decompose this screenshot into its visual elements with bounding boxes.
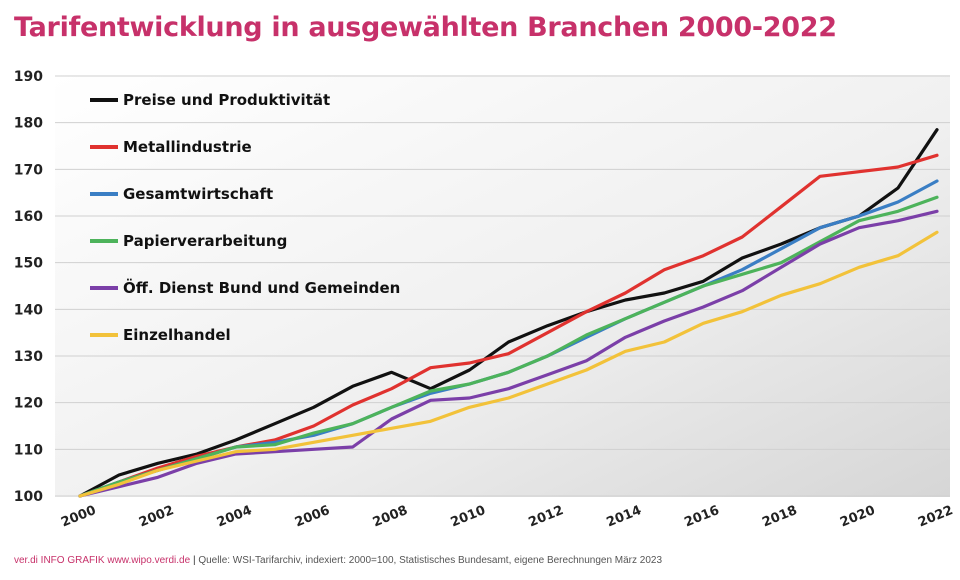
x-tick-label: 2014 xyxy=(604,503,643,530)
series-line-4 xyxy=(78,195,939,498)
legend-label-5: Öff. Dienst Bund und Gemeinden xyxy=(123,278,400,297)
x-tick-label: 2002 xyxy=(137,503,176,530)
x-tick-label: 2010 xyxy=(449,503,488,530)
series-line-6 xyxy=(78,230,939,498)
x-axis: 2000 2002 2004 2006 2008 2010 2012 2014 2016 2018… xyxy=(59,503,955,530)
legend-label-6: Einzelhandel xyxy=(123,326,231,344)
y-tick-label: 170 xyxy=(14,162,43,178)
y-tick-label: 100 xyxy=(14,489,43,505)
footer-separator: | xyxy=(192,555,199,566)
y-axis: 100 110 120 130 140 150 160 170 180 190 xyxy=(14,69,43,505)
footer-source: Quelle: WSI-Tarifarchiv, indexiert: 2000… xyxy=(198,555,663,566)
x-tick-label: 2008 xyxy=(371,503,410,530)
x-tick-label: 2006 xyxy=(293,503,332,530)
y-tick-label: 120 xyxy=(14,396,43,412)
y-tick-label: 150 xyxy=(14,256,43,272)
x-tick-label: 2022 xyxy=(916,503,955,530)
x-tick-label: 2018 xyxy=(760,503,799,530)
x-tick-label: 2016 xyxy=(682,503,721,530)
legend-label-4: Papierverarbeitung xyxy=(123,232,287,250)
series-line-1 xyxy=(78,128,939,498)
series-line-5 xyxy=(78,209,939,498)
y-tick-label: 140 xyxy=(14,302,43,318)
chart-title: Tarifentwicklung in ausgewählten Branche… xyxy=(14,12,837,43)
y-tick-label: 110 xyxy=(14,442,43,458)
legend-label-1: Preise und Produktivität xyxy=(123,91,330,109)
series-lines xyxy=(78,128,939,498)
legend-label-2: Metallindustrie xyxy=(123,138,252,156)
x-tick-label: 2012 xyxy=(527,503,566,530)
legend: Preise und Produktivität Metallindustrie G… xyxy=(90,91,400,344)
gridlines xyxy=(55,75,950,497)
y-tick-label: 190 xyxy=(14,69,43,85)
x-tick-label: 2020 xyxy=(838,503,877,530)
footer-brand: ver.di INFO GRAFIK www.wipo.verdi.de xyxy=(14,555,191,566)
x-tick-label: 2000 xyxy=(59,503,98,530)
legend-label-3: Gesamtwirtschaft xyxy=(123,185,273,203)
y-tick-label: 180 xyxy=(14,116,43,132)
x-tick-label: 2004 xyxy=(215,503,254,530)
plot-background xyxy=(55,75,950,497)
footer: ver.di INFO GRAFIK www.wipo.verdi.de | Q… xyxy=(14,555,662,566)
y-tick-label: 130 xyxy=(14,349,43,365)
y-tick-label: 160 xyxy=(14,209,43,225)
